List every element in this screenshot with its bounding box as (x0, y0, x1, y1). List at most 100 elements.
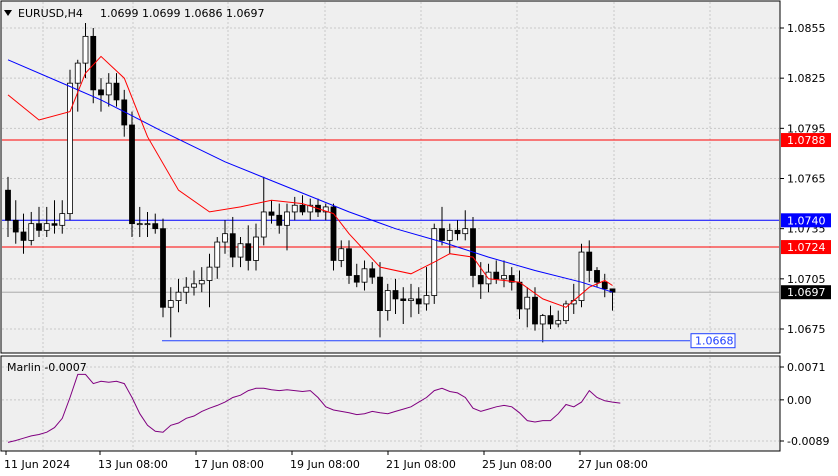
candle-body-bull (408, 298, 414, 301)
price-tick-label: 1.0855 (787, 22, 826, 35)
candle (400, 287, 407, 324)
candle (183, 277, 190, 304)
triangle-down-icon[interactable] (4, 10, 12, 16)
candle-body-bull (59, 213, 66, 226)
candle-body-bear (547, 315, 554, 325)
candle (129, 111, 135, 238)
candle (36, 206, 42, 238)
candle (167, 287, 174, 338)
candle (152, 213, 159, 234)
indicator-plot-area[interactable] (0, 355, 781, 452)
candle (439, 206, 445, 246)
candle-body-bull (237, 243, 244, 258)
candle-body-bear (377, 276, 383, 312)
candle-body-bear (276, 214, 283, 226)
candle (260, 176, 267, 246)
candle (20, 213, 27, 254)
candle (237, 237, 244, 268)
candle (253, 223, 259, 271)
candle (299, 195, 306, 216)
candle-body-bear (400, 298, 407, 301)
candle (28, 211, 35, 246)
candle (601, 273, 608, 298)
candle (291, 196, 298, 221)
candle (43, 206, 50, 238)
indicator-label: Marlin -0.0007 (7, 361, 87, 374)
candle (90, 28, 97, 104)
time-tick-label: 19 Jun 08:00 (290, 458, 360, 471)
candle-body-bear (532, 296, 538, 325)
candle-body-bull (284, 211, 290, 226)
candle-body-bear (5, 189, 11, 221)
candle-body-bear (415, 298, 422, 305)
level-tag-label: 1.0724 (787, 241, 826, 254)
candle (346, 240, 352, 284)
candle (586, 240, 593, 283)
candle-body-bear (36, 223, 42, 231)
candle-body-bear (586, 251, 593, 271)
candle-body-bull (501, 275, 507, 280)
candle (191, 270, 197, 296)
candle-body-bear (477, 275, 484, 285)
support-line: 1.0668 (162, 333, 736, 349)
price-tick-label: 1.0795 (787, 122, 826, 135)
candle-body-bull (322, 206, 329, 213)
candle-body-bull (175, 291, 182, 301)
level-tag (781, 213, 831, 228)
candle-body-bear (90, 35, 97, 91)
candle-body-bull (563, 303, 569, 322)
candle-body-bull (361, 268, 368, 283)
candle-body-bull (291, 204, 298, 213)
candle (136, 206, 143, 238)
time-tick-label: 13 Jun 08:00 (98, 458, 168, 471)
candle (206, 253, 213, 308)
indicator-axis: 0.0071 0.00 -0.0089 (780, 361, 829, 448)
candle (384, 283, 391, 321)
osc-tick-label: 0.00 (787, 394, 812, 407)
candle-body-bear (98, 89, 104, 96)
time-tick-label: 17 Jun 08:00 (194, 458, 264, 471)
candle-body-bear (392, 290, 399, 300)
candle (307, 198, 314, 221)
candle (547, 305, 554, 329)
candle-body-bull (74, 62, 81, 84)
candle (5, 176, 11, 238)
candle-body-bear (601, 281, 608, 290)
candle-body-bull (260, 211, 267, 238)
candle (462, 210, 469, 241)
candle-body-bear (353, 275, 360, 283)
candle (609, 288, 616, 311)
red-moving-average (7, 55, 613, 308)
candle (98, 78, 104, 112)
candle (105, 73, 112, 107)
candle (501, 260, 507, 288)
candle-body-bull (28, 223, 35, 241)
candle (214, 237, 221, 279)
time-axis[interactable]: 11 Jun 2024 13 Jun 08:00 17 Jun 08:00 19 Ju… (4, 451, 648, 471)
candle-body-bear (508, 275, 515, 283)
support-label: 1.0668 (695, 335, 734, 348)
candle (392, 278, 399, 314)
candle (539, 313, 546, 343)
candle-body-bear (330, 206, 337, 261)
candle (454, 220, 461, 241)
candle (524, 287, 531, 328)
current-price-tag (781, 285, 831, 300)
candle (51, 200, 58, 234)
candle (330, 203, 337, 271)
candle-body-bear (516, 281, 523, 310)
candle-body-bear (152, 223, 159, 230)
candle-body-bull (136, 223, 143, 226)
candle-body-bear (493, 271, 500, 280)
candle-body-bear (113, 82, 120, 101)
candle-body-bull (167, 300, 174, 308)
candle-body-bull (555, 320, 562, 325)
indicator-grid (2, 357, 779, 450)
candle-body-bull (198, 280, 205, 285)
candle-body-bear (346, 248, 352, 276)
candle-body-bull (423, 295, 430, 305)
time-tick-label: 11 Jun 2024 (4, 458, 70, 471)
candle (74, 59, 81, 112)
time-tick-label: 21 Jun 08:00 (386, 458, 456, 471)
candle (67, 69, 73, 221)
